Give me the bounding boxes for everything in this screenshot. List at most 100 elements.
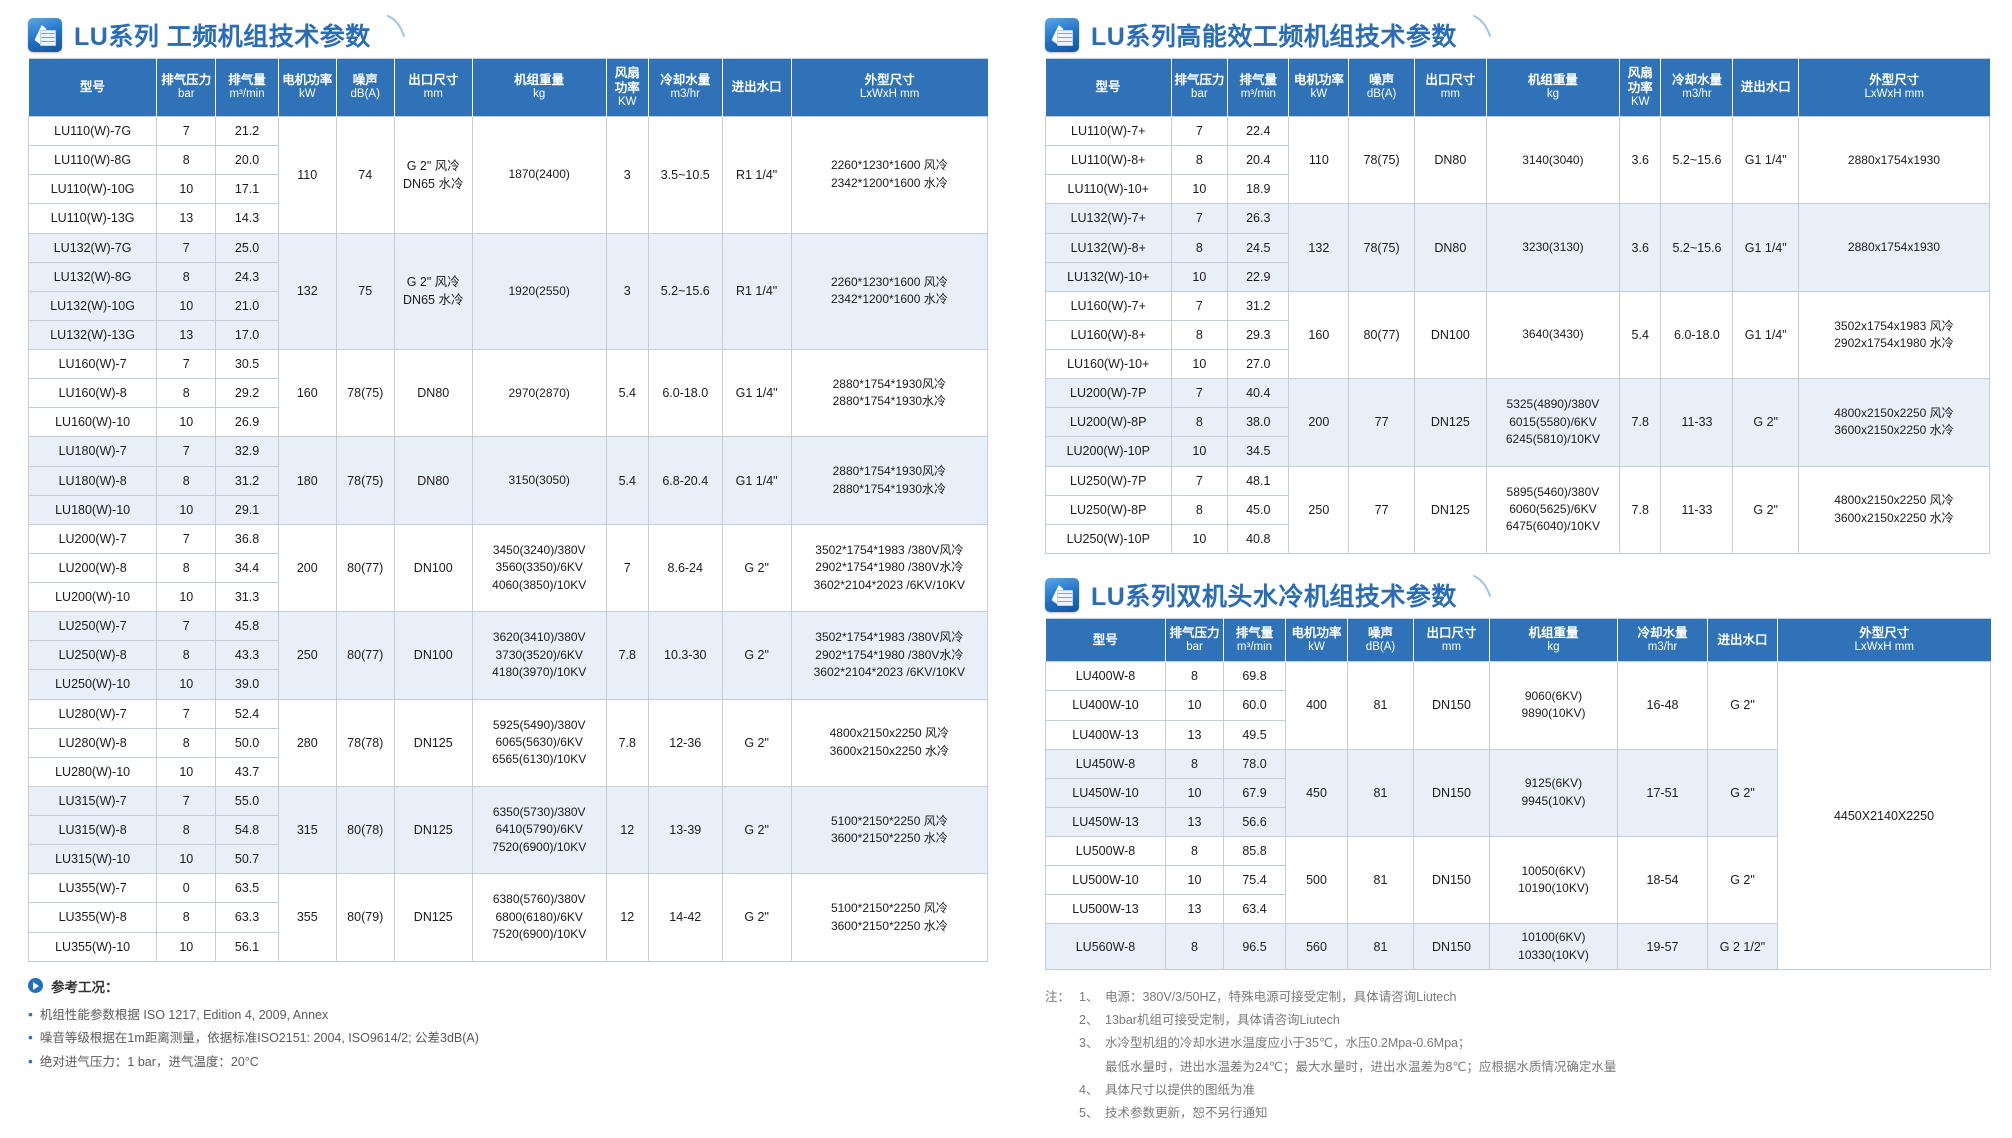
table-row: LU250(W)-7P 7 48.1 250 77 DN125 5895(5460)/380… <box>1045 465 1991 554</box>
reference-condition-item: • 机组性能参数根据 ISO 1217, Edition 4, 2009, Ann… <box>28 1004 988 1028</box>
table-row: LU132(W)-13G 13 17.0 <box>27 319 988 351</box>
cell-water-port: G 2" <box>1707 748 1778 838</box>
cell-motor-power: 250 <box>1288 465 1350 554</box>
cell-weight: 2970(2870) <box>471 349 607 438</box>
cell-flow: 50.0 <box>215 727 279 758</box>
cell-model: LU500W-10 <box>1045 865 1166 896</box>
column-header-10: 外型尺寸 LxWxH mm <box>1798 58 1990 117</box>
cell-flow: 26.3 <box>1227 203 1290 234</box>
cell-weight: 5895(5460)/380V 6060(5625)/6KV 6475(6040… <box>1485 465 1620 554</box>
cell-pressure: 8 <box>156 640 217 671</box>
cell-weight: 3140(3040) <box>1485 116 1620 205</box>
cell-model: LU160(W)-10 <box>27 407 158 438</box>
table-row: LU500W-10 10 75.4 <box>1045 865 1991 896</box>
cell-water-port: G 2" <box>721 611 792 700</box>
cell-dimensions: 3502x1754x1983 风冷 2902x1754x1980 水冷 <box>1797 290 1991 380</box>
cell-weight: 5325(4890)/380V 6015(5580)/6KV 6245(5810… <box>1485 378 1620 467</box>
note-text: 水冷型机组的冷却水进水温度应小于35℃，水压0.2Mpa-0.6Mpa； <box>1105 1036 1471 1051</box>
cell-model: LU200(W)-10P <box>1045 436 1172 467</box>
cell-noise: 81 <box>1347 923 1414 971</box>
cell-model: LU500W-8 <box>1045 835 1166 867</box>
cell-pressure: 10 <box>1170 174 1229 205</box>
cell-model: LU200(W)-10 <box>27 582 158 613</box>
cell-water-port: G 2" <box>721 523 792 613</box>
cell-water-port: G 2" <box>721 873 792 962</box>
cell-cooling-water: 5.2~15.6 <box>1660 203 1734 292</box>
cell-motor-power: 450 <box>1285 748 1348 838</box>
cell-pressure: 10 <box>156 494 217 525</box>
cell-flow: 22.9 <box>1227 261 1290 292</box>
column-header-4: 噪声 dB(A) <box>1348 58 1415 117</box>
cell-model: LU250(W)-7P <box>1045 465 1172 496</box>
cell-flow: 63.5 <box>215 873 279 904</box>
cell-noise: 78(78) <box>335 698 395 787</box>
column-header-2: 排气量 m³/min <box>1223 618 1286 662</box>
cell-fan-power: 3 <box>605 232 649 351</box>
cell-outlet-size: DN150 <box>1413 661 1490 750</box>
cell-pressure: 7 <box>1170 378 1229 409</box>
swoosh-decoration <box>1472 15 1491 37</box>
cell-outlet-size: DN150 <box>1413 835 1490 925</box>
cell-model: LU132(W)-13G <box>27 319 158 351</box>
cell-weight: 3640(3430) <box>1485 290 1620 380</box>
cell-noise: 78(75) <box>1348 116 1415 205</box>
cell-model: LU450W-13 <box>1045 806 1166 838</box>
cell-pressure: 7 <box>1170 203 1229 234</box>
cell-noise: 78(75) <box>1348 203 1415 292</box>
table-row: LU450W-8 8 78.0 450 81 DN150 9125(6KV) 9945(10… <box>1045 748 1991 838</box>
reference-condition-text: 绝对进气压力：1 bar，进气温度：20°C <box>39 1055 259 1070</box>
table-row: LU250(W)-8P 8 45.0 <box>1045 494 1990 525</box>
table-row: LU200(W)-8P 8 38.0 <box>1045 407 1990 438</box>
cell-flow: 17.1 <box>215 174 279 205</box>
cell-weight: 3230(3130) <box>1485 203 1620 292</box>
cell-cooling-water: 5.2~15.6 <box>647 232 723 351</box>
cell-flow: 21.2 <box>215 116 279 147</box>
cell-fan-power: 7 <box>605 523 649 613</box>
column-header-6: 机组重量 kg <box>472 58 607 117</box>
cell-pressure: 8 <box>156 465 217 496</box>
cell-outlet-size: DN100 <box>393 611 473 700</box>
cell-model: LU280(W)-8 <box>27 727 158 758</box>
column-header-9: 进出水口 <box>1732 58 1799 117</box>
cell-noise: 80(77) <box>335 523 395 613</box>
cell-dimensions: 2880x1754x1930 <box>1797 116 1991 205</box>
table2-header-row: 型号 排气压力 bar 排气量 m³/min 电机功率 kW 噪声 dB(A) 出口尺寸 mm 机组重… <box>1045 58 1990 117</box>
cell-model: LU110(W)-7G <box>27 116 158 147</box>
cell-model: LU132(W)-10G <box>27 290 158 321</box>
cell-outlet-size: DN125 <box>1413 465 1487 554</box>
table-row: LU250(W)-8 8 43.3 <box>27 640 988 671</box>
cell-water-port: G1 1/4" <box>1732 290 1799 380</box>
table3-body: LU400W-8 8 69.8 400 81 DN150 9060(6KV) 9890(10… <box>1045 661 1991 971</box>
cell-outlet-size: DN125 <box>393 698 473 787</box>
cell-pressure: 10 <box>156 669 217 700</box>
cell-pressure: 8 <box>156 902 217 933</box>
cell-pressure: 10 <box>156 407 217 438</box>
cell-cooling-water: 13-39 <box>647 785 723 875</box>
table-row: LU400W-8 8 69.8 400 81 DN150 9060(6KV) 9890(10… <box>1045 661 1991 971</box>
column-header-3: 电机功率 kW <box>1285 618 1348 662</box>
document-pen-icon <box>1045 18 1079 52</box>
cell-cooling-water: 19-57 <box>1617 923 1708 971</box>
note-text: 电源：380V/3/50HZ，特殊电源可接受定制，具体请咨询Liutech <box>1105 990 1457 1005</box>
bullet-icon: • <box>28 1005 33 1022</box>
cell-noise: 77 <box>1348 465 1415 554</box>
page-title-table3: LU系列双机头水冷机组技术参数 <box>1091 582 1457 611</box>
cell-noise: 75 <box>335 232 395 351</box>
note-number: 5、 <box>1079 1105 1099 1120</box>
table-row: LU280(W)-10 10 43.7 <box>27 756 988 787</box>
cell-pressure: 10 <box>156 756 217 787</box>
cell-fan-power: 7.8 <box>605 611 649 700</box>
cell-pressure: 13 <box>1165 806 1224 838</box>
cell-pressure: 13 <box>156 203 217 234</box>
cell-cooling-water: 17-51 <box>1617 748 1708 838</box>
cell-model: LU160(W)-8+ <box>1045 319 1172 351</box>
table2-body: LU110(W)-7+ 7 22.4 110 78(75) DN80 3140(3040) 3… <box>1045 116 1991 554</box>
cell-pressure: 8 <box>156 261 217 292</box>
cell-outlet-size: DN80 <box>1413 203 1487 292</box>
cell-flow: 29.3 <box>1227 319 1290 351</box>
cell-model: LU450W-8 <box>1045 748 1166 779</box>
cell-water-port: G1 1/4" <box>721 349 792 438</box>
table-row: LU250(W)-10 10 39.0 <box>27 669 988 700</box>
cell-flow: 34.5 <box>1227 436 1290 467</box>
table-row: LU450W-10 10 67.9 <box>1045 777 1991 808</box>
